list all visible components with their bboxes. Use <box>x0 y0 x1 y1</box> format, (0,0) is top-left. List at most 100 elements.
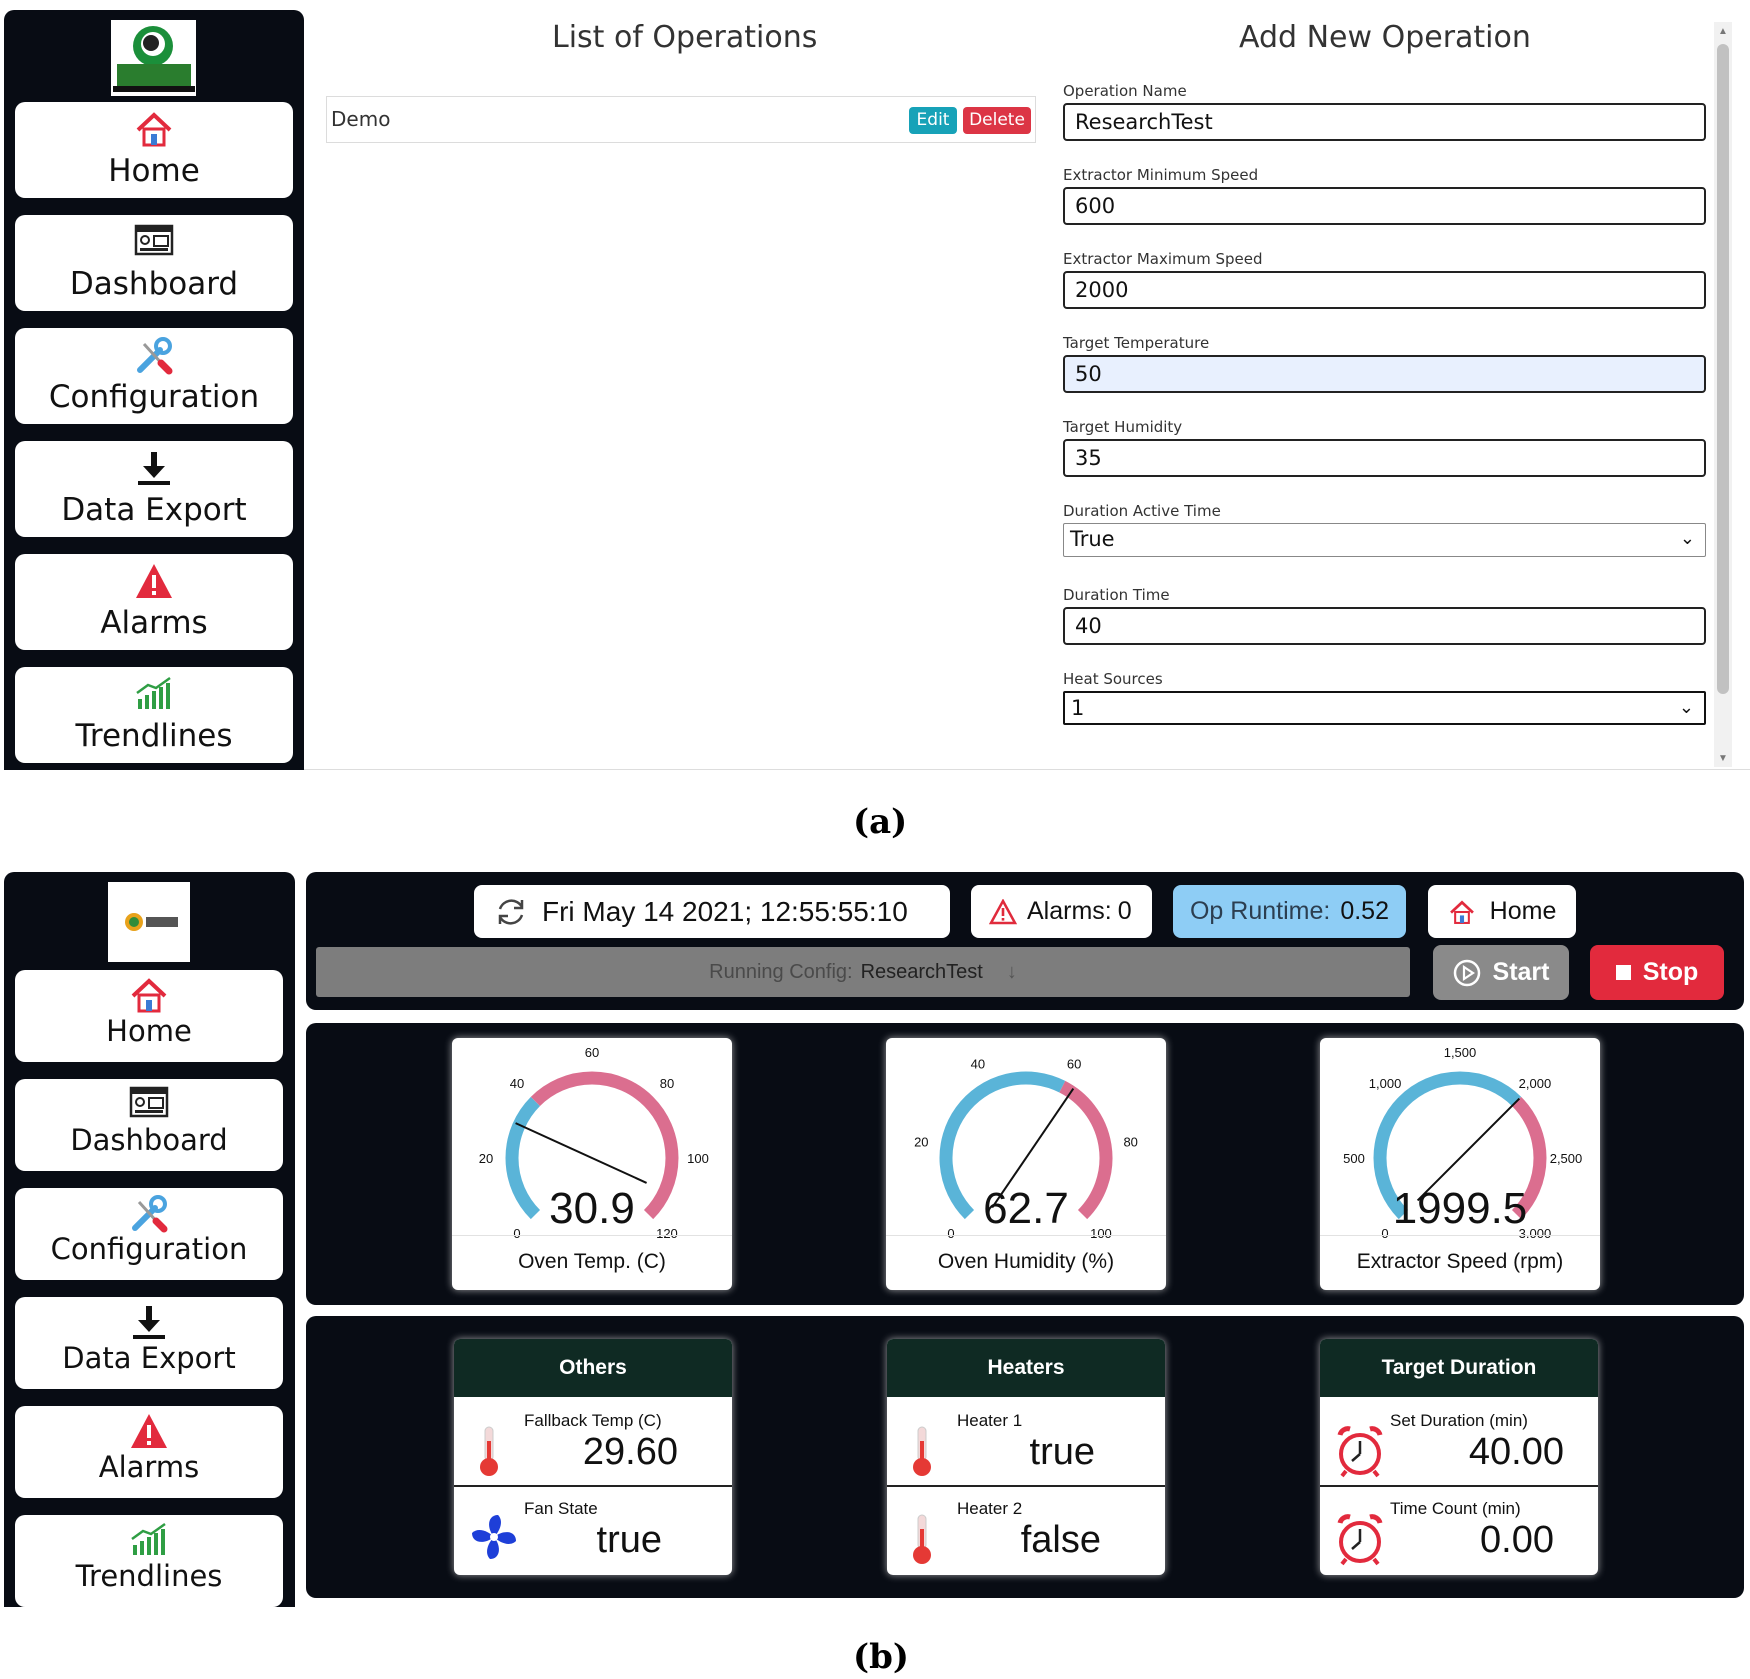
gauge-tick-label: 60 <box>585 1045 599 1060</box>
field-label: Extractor Maximum Speed <box>1063 250 1263 268</box>
select-field[interactable]: 1 ⌄ <box>1063 691 1706 725</box>
gauge-tick-label: 2,000 <box>1519 1076 1552 1091</box>
sidebar-item-alarms[interactable]: Alarms <box>15 1406 283 1498</box>
sidebar-item-home[interactable]: Home <box>15 102 293 198</box>
operation-name: Demo <box>331 107 391 131</box>
home-button[interactable]: Home <box>1428 885 1576 938</box>
sidebar-item-label: Home <box>108 153 200 189</box>
input-field[interactable]: 50 <box>1063 355 1706 393</box>
sidebar-item-alarms[interactable]: Alarms <box>15 554 293 650</box>
scroll-up-icon[interactable]: ▲ <box>1718 26 1728 37</box>
divider <box>886 1235 1166 1236</box>
gauge-tick-label: 0 <box>1381 1226 1388 1238</box>
input-field[interactable]: 2000 <box>1063 271 1706 309</box>
field-label: Target Temperature <box>1063 334 1210 352</box>
field-label: Duration Active Time <box>1063 502 1221 520</box>
stop-button[interactable]: Stop <box>1590 945 1724 1000</box>
running-config-bar[interactable]: Running Config: ResearchTest ↓ <box>316 947 1410 997</box>
alarms-label: Alarms: <box>1027 897 1112 925</box>
card-title: Heaters <box>887 1339 1165 1397</box>
operation-row[interactable]: Demo Edit Delete <box>326 96 1036 143</box>
sidebar-item-label: Dashboard <box>69 266 239 302</box>
status-card: Others Fallback Temp (C) 29.60 Fan State tru… <box>454 1339 732 1575</box>
gauge-tick-label: 60 <box>1067 1057 1081 1072</box>
sidebar-item-configuration[interactable]: Configuration <box>15 328 293 424</box>
gauge-tick-label: 1,000 <box>1369 1076 1402 1091</box>
field-value: 2000 <box>1075 278 1129 302</box>
caption-a: (a) <box>853 802 908 842</box>
list-title: List of Operations <box>552 20 818 55</box>
sidebar-item-trendlines[interactable]: Trendlines <box>15 667 293 763</box>
home-label: Home <box>1489 897 1557 925</box>
row-label: Heater 2 <box>957 1499 1023 1518</box>
gauge-tick-label: 20 <box>914 1134 928 1149</box>
input-field[interactable]: 35 <box>1063 439 1706 477</box>
warning-icon <box>15 562 293 604</box>
home-icon <box>1449 900 1474 924</box>
sidebar-item-home[interactable]: Home <box>15 970 283 1062</box>
field-value: True <box>1070 527 1115 551</box>
alarms-count: 0 <box>1117 897 1132 925</box>
sidebar-item-dashboard[interactable]: Dashboard <box>15 1079 283 1171</box>
sidebar-item-dashboard[interactable]: Dashboard <box>15 215 293 311</box>
dashboard-icon <box>15 1085 283 1121</box>
sidebar-item-configuration[interactable]: Configuration <box>15 1188 283 1280</box>
start-label: Start <box>1492 958 1550 986</box>
input-field[interactable]: 600 <box>1063 187 1706 225</box>
alarms-pill[interactable]: Alarms: 0 <box>971 885 1152 938</box>
divider <box>887 1485 1165 1487</box>
refresh-icon[interactable] <box>494 895 528 929</box>
field-value: 50 <box>1075 362 1102 386</box>
sidebar-item-data-export[interactable]: Data Export <box>15 1297 283 1389</box>
caption-b: (b) <box>853 1637 909 1677</box>
input-field[interactable]: 40 <box>1063 607 1706 645</box>
gauge-card: 0 500 1,000 1,500 2,000 2,500 3,000 1999.5 Extra… <box>1320 1038 1600 1290</box>
gauge-zone <box>530 1071 679 1220</box>
gauge-label: Extractor Speed (rpm) <box>1356 1250 1564 1273</box>
gauge-dial: 0 500 1,000 1,500 2,000 2,500 3,000 <box>1343 1045 1582 1238</box>
delete-button[interactable]: Delete <box>963 107 1031 134</box>
download-icon <box>15 1303 283 1339</box>
select-field[interactable]: True ⌄ <box>1063 523 1706 557</box>
sidebar-item-data-export[interactable]: Data Export <box>15 441 293 537</box>
row-value: false <box>1020 1519 1101 1561</box>
sidebar-item-label: Configuration <box>48 379 260 415</box>
gauge-dial: 0 20 40 60 80 100 <box>914 1057 1138 1238</box>
stop-icon <box>1615 965 1631 980</box>
gauge-needle <box>991 1088 1075 1209</box>
sidebar-item-trendlines[interactable]: Trendlines <box>15 1515 283 1607</box>
home-icon <box>15 110 293 152</box>
start-button[interactable]: Start <box>1433 945 1569 1000</box>
scrollbar[interactable]: ▲ ▼ <box>1714 22 1732 767</box>
field-label: Target Humidity <box>1063 418 1183 436</box>
gauge-value: 30.9 <box>549 1184 635 1233</box>
gauge-card: 0 20 40 60 80 100 120 30.9 Oven Temp. (C) <box>452 1038 732 1290</box>
datetime-text: Fri May 14 2021; 12:55:55:10 <box>542 895 908 927</box>
wrench-screwdriver-icon <box>15 1194 283 1233</box>
field-label: Duration Time <box>1063 586 1170 604</box>
gauge-tick-label: 120 <box>656 1226 678 1238</box>
sidebar-item-label: Trendlines <box>75 1559 223 1593</box>
field-value: 1 <box>1071 696 1085 720</box>
dashboard-icon <box>15 223 293 265</box>
input-field[interactable]: ResearchTest <box>1063 103 1706 141</box>
gauge-tick-label: 0 <box>947 1226 954 1238</box>
field-label: Heat Sources <box>1063 670 1163 688</box>
running-config-label: Running Config: <box>709 960 853 983</box>
gauge-tick-label: 40 <box>510 1076 524 1091</box>
home-icon <box>15 976 283 1013</box>
gauge-zone <box>1511 1096 1547 1220</box>
row-value: 40.00 <box>1468 1431 1564 1473</box>
scrollbar-thumb[interactable] <box>1717 44 1729 694</box>
scroll-down-icon[interactable]: ▼ <box>1718 753 1728 764</box>
gauge-value: 1999.5 <box>1392 1184 1528 1233</box>
logo-firo <box>108 882 190 962</box>
gauge-needle <box>515 1122 648 1184</box>
runtime-value: 0.52 <box>1340 897 1389 925</box>
gauge-tick-label: 3,000 <box>1519 1226 1552 1238</box>
chevron-down-icon: ⌄ <box>1678 697 1694 718</box>
datetime-pill: Fri May 14 2021; 12:55:55:10 <box>474 885 950 938</box>
edit-button[interactable]: Edit <box>909 107 957 134</box>
field-value: 35 <box>1075 446 1102 470</box>
runtime-pill: Op Runtime: 0.52 <box>1173 885 1406 938</box>
